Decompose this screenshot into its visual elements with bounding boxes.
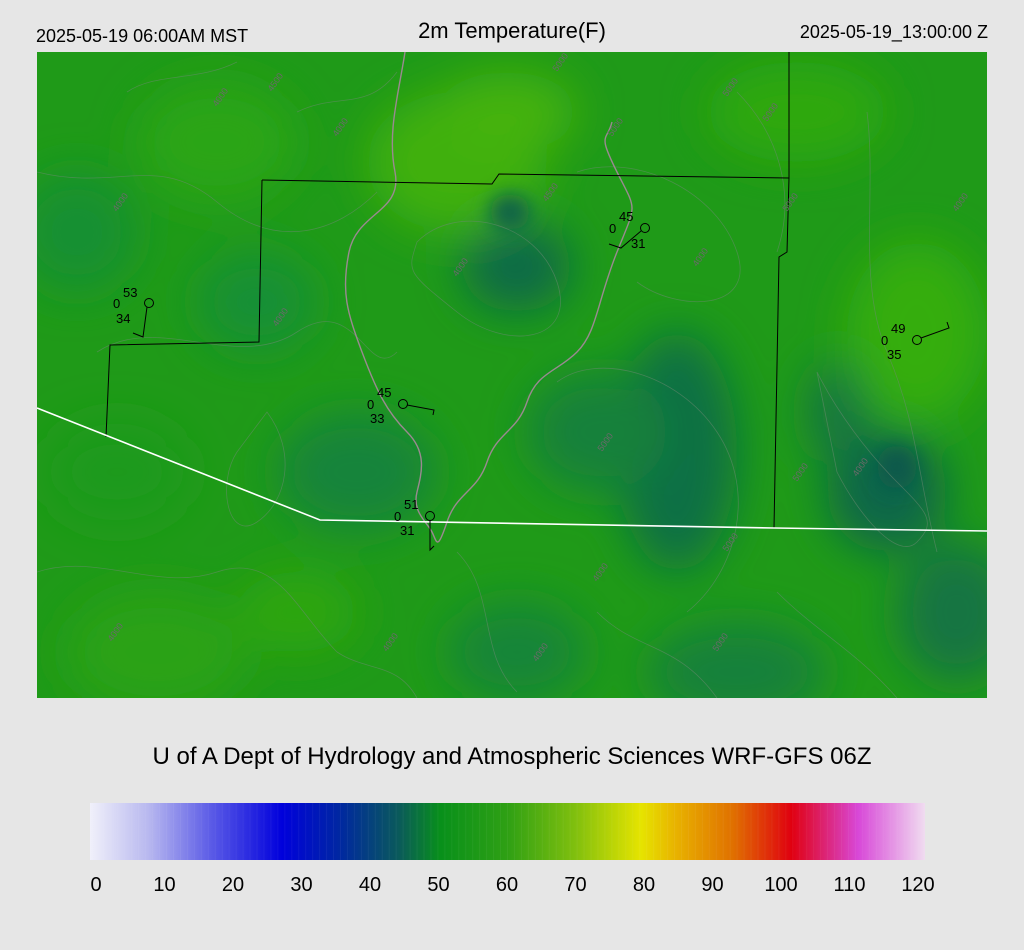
station-dew: 34 (116, 311, 130, 326)
colorbar-tick-label: 90 (701, 874, 724, 896)
county-boundaries (105, 52, 790, 529)
station-cloud: 0 (394, 509, 401, 524)
utc-time-label: 2025-05-19_13:00:00 Z (799, 22, 988, 42)
international-border (37, 407, 987, 532)
colorbar (90, 803, 925, 860)
station-dew: 31 (631, 236, 645, 251)
colorbar-tick-label: 20 (221, 874, 245, 896)
station-temp: 51 (404, 497, 418, 512)
station-temp: 45 (619, 209, 633, 224)
colorbar-tick-label: 70 (564, 874, 587, 896)
colorbar-tick-label: 120 (901, 874, 935, 896)
station-dew: 31 (400, 523, 414, 538)
colorbar-tick-label: 40 (358, 874, 382, 896)
colorbar-tick-label: 10 (153, 874, 176, 896)
station-cloud: 0 (113, 296, 120, 311)
credit-line: U of A Dept of Hydrology and Atmospheric… (152, 743, 872, 770)
map-title: 2m Temperature(F) (418, 18, 606, 43)
station-temp: 45 (377, 385, 391, 400)
station-cloud: 0 (881, 333, 888, 348)
colorbar-tick-label: 80 (632, 874, 656, 896)
colorbar-tick-label: 60 (495, 874, 519, 896)
colorbar-ticks: 0 10 20 30 40 50 60 70 80 90 100 110 120 (0, 874, 1024, 904)
temperature-map: 4000450040005000500040004000450050004000… (37, 52, 987, 698)
station-cloud: 0 (367, 397, 374, 412)
station-plot-3: 49 0 35 (881, 321, 950, 362)
station-dew: 35 (887, 347, 901, 362)
colorbar-tick-label: 0 (90, 874, 102, 896)
station-plot-5: 51 0 31 (394, 497, 435, 552)
temperature-field-shading (37, 62, 987, 698)
station-plot-4: 45 0 33 (367, 385, 435, 426)
colorbar-tick-label: 100 (764, 874, 798, 896)
station-plot-1: 53 0 34 (113, 285, 154, 338)
colorbar-tick-label: 30 (290, 874, 313, 896)
station-plot-2: 45 0 31 (608, 209, 650, 251)
station-temp: 49 (891, 321, 905, 336)
colorbar-tick-label: 110 (833, 874, 866, 896)
station-dew: 33 (370, 411, 384, 426)
colorbar-tick-label: 50 (427, 874, 450, 896)
local-time-label: 2025-05-19 06:00AM MST (36, 26, 249, 46)
terrain-contours (37, 61, 938, 698)
station-temp: 53 (123, 285, 137, 300)
station-cloud: 0 (609, 221, 616, 236)
